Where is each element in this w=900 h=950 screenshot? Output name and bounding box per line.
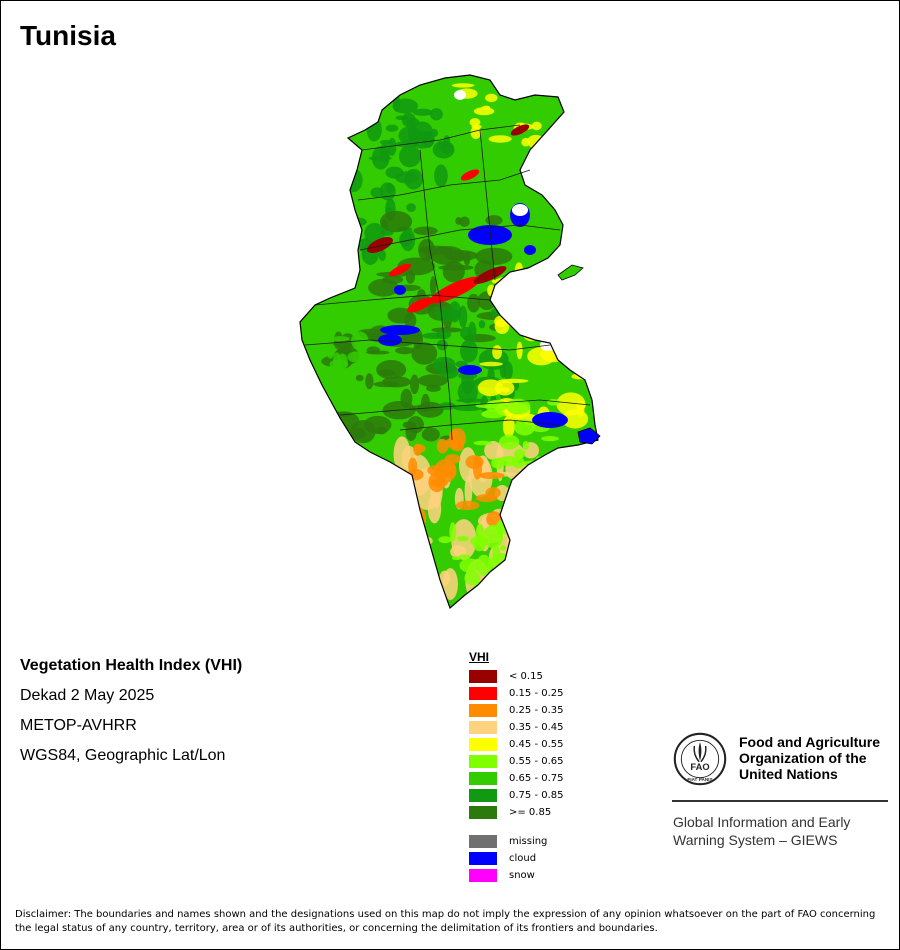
disclaimer: Disclaimer: The boundaries and names sho… bbox=[15, 909, 876, 934]
boundary-line bbox=[419, 149, 453, 441]
legend-label: 0.45 - 0.55 bbox=[509, 739, 564, 750]
legend-item: cloud bbox=[469, 850, 536, 867]
logo-motto: FIAT PANIS bbox=[687, 777, 712, 782]
djerba-island bbox=[577, 427, 601, 445]
legend-swatch bbox=[469, 772, 497, 785]
boundary-line bbox=[399, 419, 561, 431]
boundary-line bbox=[359, 224, 561, 251]
sensor-label: METOP-AVHRR bbox=[20, 717, 137, 734]
legend-swatch bbox=[469, 869, 497, 882]
kerkennah-island bbox=[557, 264, 584, 281]
legend-item: missing bbox=[469, 833, 547, 850]
legend-swatch bbox=[469, 852, 497, 865]
legend-label: missing bbox=[509, 836, 548, 847]
legend-swatch bbox=[469, 687, 497, 700]
legend-item: >= 0.85 bbox=[469, 804, 551, 821]
giews-line-2: Warning System – GIEWS bbox=[673, 832, 838, 848]
legend-item: 0.25 - 0.35 bbox=[469, 702, 564, 719]
legend-item: 0.35 - 0.45 bbox=[469, 719, 564, 736]
legend-swatch bbox=[469, 670, 497, 683]
legend-label: 0.25 - 0.35 bbox=[509, 705, 564, 716]
fao-name: Food and Agriculture Organization of the… bbox=[739, 734, 881, 782]
boundary-line bbox=[304, 339, 551, 351]
legend-swatch bbox=[469, 806, 497, 819]
legend-label: >= 0.85 bbox=[509, 807, 552, 818]
legend-item: 0.75 - 0.85 bbox=[469, 787, 564, 804]
product-name: Vegetation Health Index (VHI) bbox=[20, 657, 243, 674]
map-info: Vegetation Health Index (VHI) Dekad 2 Ma… bbox=[20, 656, 242, 776]
legend-swatch bbox=[469, 755, 497, 768]
map-title: Tunisia bbox=[20, 20, 116, 51]
boundary-line bbox=[314, 294, 491, 306]
legend-item: 0.55 - 0.65 bbox=[469, 753, 564, 770]
boundary-line bbox=[339, 399, 591, 416]
legend-classes: < 0.15 0.15 - 0.25 0.25 - 0.35 0.35 - 0.45 0… bbox=[469, 668, 564, 821]
boundary-line bbox=[357, 169, 531, 201]
legend-label: 0.65 - 0.75 bbox=[509, 773, 564, 784]
legend-label: 0.15 - 0.25 bbox=[509, 688, 564, 699]
legend-label: 0.35 - 0.45 bbox=[509, 722, 564, 733]
vhi-raster bbox=[300, 75, 598, 603]
legend-label: cloud bbox=[509, 853, 537, 864]
legend-swatch bbox=[469, 835, 497, 848]
projection-label: WGS84, Geographic Lat/Lon bbox=[20, 747, 226, 764]
legend-swatch bbox=[469, 738, 497, 751]
fao-logo-icon: FAO FIAT PANIS bbox=[673, 732, 727, 786]
logo-text: FAO bbox=[690, 762, 709, 772]
legend-swatch bbox=[469, 789, 497, 802]
legend-item: 0.45 - 0.55 bbox=[469, 736, 564, 753]
legend-item: snow bbox=[469, 867, 535, 884]
legend-item: 0.15 - 0.25 bbox=[469, 685, 564, 702]
legend-label: < 0.15 bbox=[509, 671, 543, 682]
legend-swatch bbox=[469, 721, 497, 734]
period-label: Dekad 2 May 2025 bbox=[20, 687, 155, 704]
legend-item: < 0.15 bbox=[469, 668, 543, 685]
legend-label: 0.75 - 0.85 bbox=[509, 790, 564, 801]
legend-item: 0.65 - 0.75 bbox=[469, 770, 564, 787]
legend-special: missing cloud snow bbox=[469, 833, 547, 884]
admin-boundaries bbox=[304, 124, 591, 441]
giews-line-1: Global Information and Early bbox=[673, 814, 851, 830]
divider bbox=[672, 800, 888, 802]
boundary-line bbox=[361, 124, 521, 151]
vhi-legend: VHI < 0.15 0.15 - 0.25 0.25 - 0.35 0.35 - 0… bbox=[469, 650, 564, 884]
legend-label: snow bbox=[509, 870, 535, 881]
legend-title: VHI bbox=[469, 650, 490, 664]
country-border bbox=[299, 74, 599, 610]
boundary-line bbox=[479, 129, 496, 281]
legend-label: 0.55 - 0.65 bbox=[509, 756, 564, 767]
giews-label: Global Information and Early Warning Sys… bbox=[673, 813, 893, 849]
legend-swatch bbox=[469, 704, 497, 717]
